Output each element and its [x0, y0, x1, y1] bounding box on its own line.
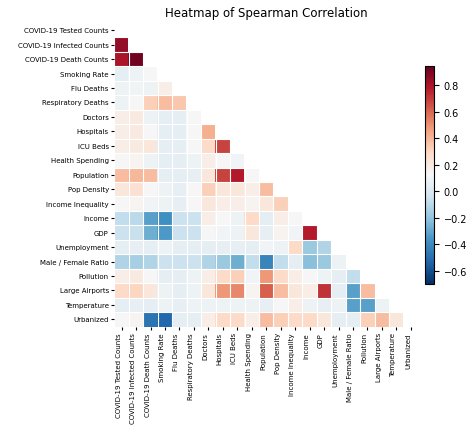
Title: Heatmap of Spearman Correlation: Heatmap of Spearman Correlation [165, 7, 367, 20]
